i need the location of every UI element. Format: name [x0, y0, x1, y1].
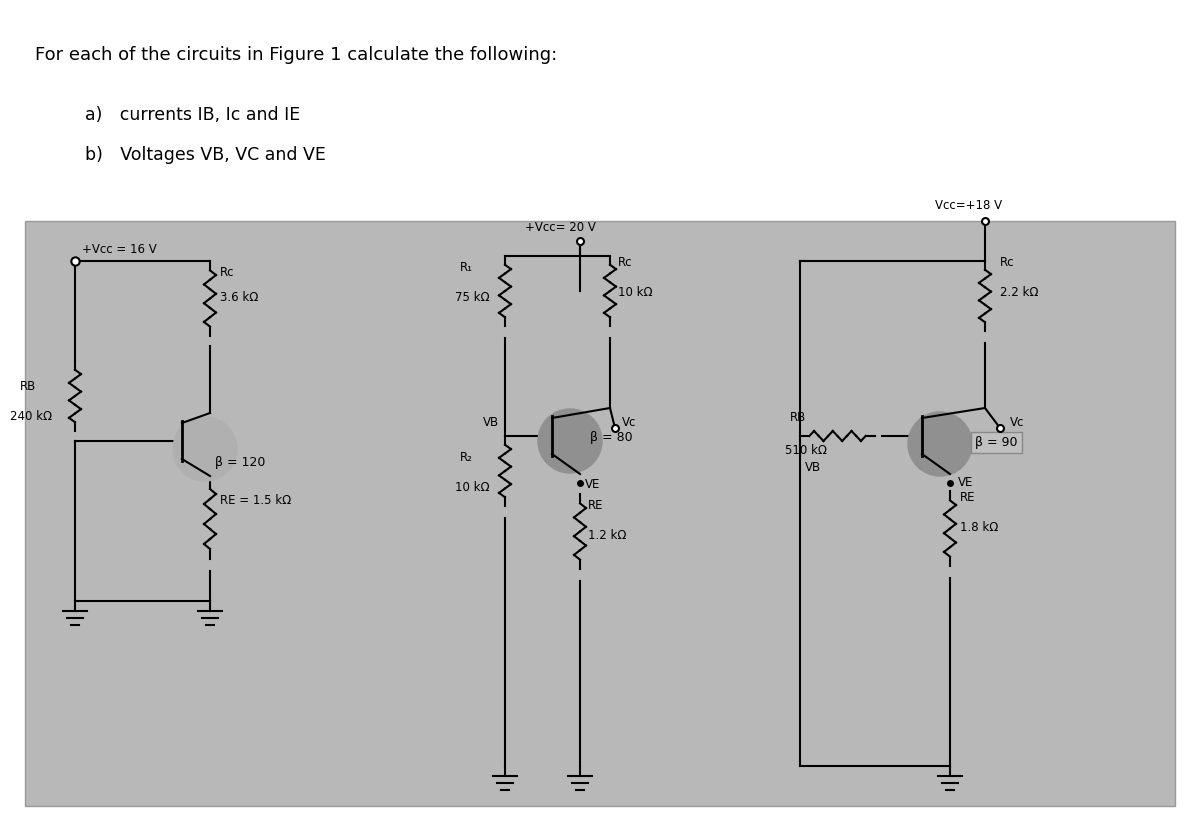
Text: VE: VE: [586, 478, 600, 491]
FancyBboxPatch shape: [25, 221, 1175, 806]
Text: RE = 1.5 kΩ: RE = 1.5 kΩ: [220, 494, 292, 507]
Text: Vc: Vc: [1010, 416, 1025, 429]
Text: +Vcc= 20 V: +Vcc= 20 V: [526, 221, 596, 234]
Text: Rc: Rc: [618, 256, 632, 269]
Text: RE: RE: [960, 491, 976, 504]
Text: 75 kΩ: 75 kΩ: [455, 291, 490, 304]
Text: R₁: R₁: [460, 261, 473, 274]
Text: 3.6 kΩ: 3.6 kΩ: [220, 291, 258, 304]
Text: 1.8 kΩ: 1.8 kΩ: [960, 521, 998, 534]
Text: 10 kΩ: 10 kΩ: [455, 481, 490, 494]
Text: VE: VE: [958, 476, 973, 489]
Text: 240 kΩ: 240 kΩ: [10, 410, 52, 423]
Text: b) Voltages VB, VC and VE: b) Voltages VB, VC and VE: [85, 146, 326, 164]
Text: +Vcc = 16 V: +Vcc = 16 V: [82, 243, 157, 256]
Text: RB: RB: [790, 411, 806, 424]
Circle shape: [908, 412, 972, 476]
Text: For each of the circuits in Figure 1 calculate the following:: For each of the circuits in Figure 1 cal…: [35, 46, 557, 64]
Text: VB: VB: [482, 416, 499, 429]
Text: Rc: Rc: [220, 266, 234, 279]
Text: 2.2 kΩ: 2.2 kΩ: [1000, 286, 1038, 299]
Text: β = 120: β = 120: [215, 456, 265, 469]
Text: 510 kΩ: 510 kΩ: [785, 444, 827, 457]
Text: 1.2 kΩ: 1.2 kΩ: [588, 529, 626, 542]
Text: β = 90: β = 90: [974, 436, 1018, 449]
Text: Vc: Vc: [622, 416, 636, 429]
Circle shape: [538, 409, 602, 473]
Text: VB: VB: [805, 461, 821, 474]
Text: a) currents IB, Ic and IE: a) currents IB, Ic and IE: [85, 106, 300, 124]
Text: RE: RE: [588, 499, 604, 512]
Text: β = 80: β = 80: [590, 431, 632, 444]
Text: Rc: Rc: [1000, 256, 1014, 269]
Text: RB: RB: [20, 379, 36, 392]
Text: R₂: R₂: [460, 451, 473, 464]
Circle shape: [173, 417, 238, 481]
Text: Vcc=+18 V: Vcc=+18 V: [935, 199, 1002, 212]
Text: 10 kΩ: 10 kΩ: [618, 286, 653, 299]
